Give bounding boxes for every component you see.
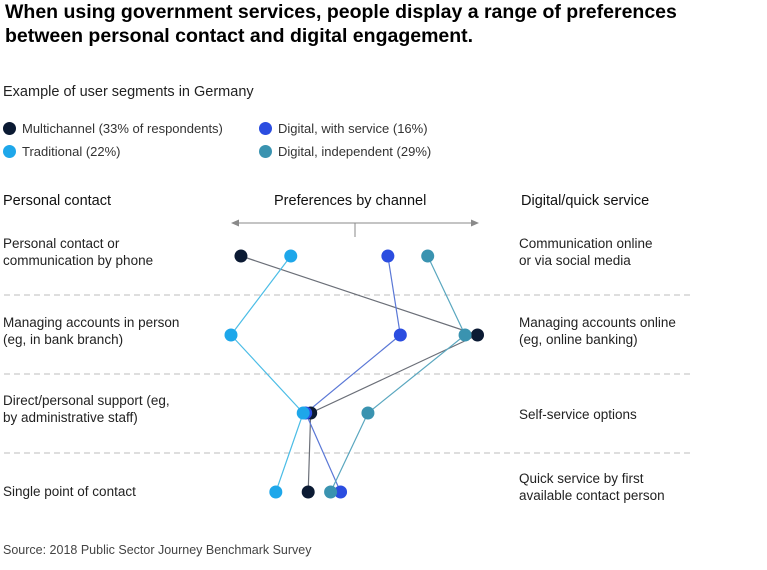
legend-marker-multichannel: [3, 122, 16, 135]
row-label-right-1: Communication online or via social media: [519, 235, 653, 269]
row-label-right-4-line-2: available contact person: [519, 488, 665, 503]
source-note: Source: 2018 Public Sector Journey Bench…: [3, 543, 312, 557]
row-label-left-3: Direct/personal support (eg, by administ…: [3, 392, 170, 426]
legend-item-multichannel: Multichannel (33% of respondents): [3, 121, 223, 136]
data-point-traditional-row-4: [269, 485, 283, 499]
row-label-left-1-line-2: communication by phone: [3, 253, 154, 268]
chart-title-line-1: When using government services, people d…: [5, 1, 677, 23]
legend-item-traditional: Traditional (22%): [3, 144, 121, 159]
legend-marker-digital-independent: [259, 145, 272, 158]
right-arrow-icon: [471, 219, 479, 227]
row-label-right-2-line-2: (eg, online banking): [519, 332, 638, 347]
row-label-left-3-line-1: Direct/personal support (eg,: [3, 393, 170, 408]
series-line-multichannel: [240, 255, 480, 493]
data-point-multichannel-row-1: [234, 249, 248, 263]
row-label-left-1: Personal contact or communication by pho…: [3, 235, 153, 269]
series-dots: [224, 249, 485, 499]
row-label-right-4: Quick service by first available contact…: [519, 470, 665, 504]
row-label-right-2-line-1: Managing accounts online: [519, 315, 676, 330]
data-point-multichannel-row-2: [471, 328, 485, 342]
series-line-digital-independent: [330, 255, 466, 493]
row-label-right-4-line-1: Quick service by first: [519, 471, 644, 486]
row-label-right-2: Managing accounts online (eg, online ban…: [519, 314, 676, 348]
data-point-digital-independent-row-4: [324, 485, 338, 499]
legend-item-digital-independent: Digital, independent (29%): [259, 144, 431, 159]
direction-axis: [231, 219, 479, 237]
data-point-digital-independent-row-3: [361, 406, 375, 420]
data-point-digital-independent-row-1: [421, 249, 435, 263]
header-digital-quick-service: Digital/quick service: [521, 193, 650, 209]
legend-label-multichannel: Multichannel (33% of respondents): [22, 121, 223, 136]
data-point-traditional-row-3: [296, 406, 310, 420]
legend-item-digital-with-service: Digital, with service (16%): [259, 121, 428, 136]
row-label-left-2: Managing accounts in person (eg, in bank…: [3, 314, 179, 348]
legend-label-traditional: Traditional (22%): [22, 144, 121, 159]
row-label-right-1-line-2: or via social media: [519, 253, 631, 268]
series-line-digital-with-service: [304, 255, 401, 493]
legend-label-digital-with-service: Digital, with service (16%): [278, 121, 428, 136]
row-label-left-2-line-2: (eg, in bank branch): [3, 332, 124, 347]
data-point-digital-with-service-row-2: [393, 328, 407, 342]
legend-label-digital-independent: Digital, independent (29%): [278, 144, 432, 159]
data-point-traditional-row-2: [224, 328, 238, 342]
chart-title-line-2: between personal contact and digital eng…: [5, 25, 474, 47]
row-label-right-1-line-1: Communication online: [519, 236, 653, 251]
row-label-right-3-line-1: Self-service options: [519, 407, 637, 422]
data-point-digital-with-service-row-1: [381, 249, 395, 263]
series-lines: [230, 255, 480, 493]
data-point-digital-independent-row-2: [458, 328, 472, 342]
header-preferences-by-channel: Preferences by channel: [274, 193, 427, 209]
data-point-digital-with-service-row-4: [334, 485, 348, 499]
row-label-left-4-line-1: Single point of contact: [3, 484, 136, 499]
series-line-traditional: [230, 255, 304, 493]
header-personal-contact: Personal contact: [3, 193, 112, 209]
separator-lines: [4, 294, 692, 454]
legend-marker-traditional: [3, 145, 16, 158]
chart-subtitle: Example of user segments in Germany: [3, 84, 254, 100]
left-arrow-icon: [231, 219, 239, 227]
data-point-multichannel-row-4: [301, 485, 315, 499]
legend-marker-digital-with-service: [259, 122, 272, 135]
row-label-left-1-line-1: Personal contact or: [3, 236, 120, 251]
row-label-left-3-line-2: by administrative staff): [3, 410, 138, 425]
row-label-right-3: Self-service options: [519, 406, 637, 423]
data-point-traditional-row-1: [284, 249, 298, 263]
chart-title: When using government services, people d…: [5, 0, 745, 48]
row-label-left-4: Single point of contact: [3, 483, 136, 500]
row-label-left-2-line-1: Managing accounts in person: [3, 315, 180, 330]
